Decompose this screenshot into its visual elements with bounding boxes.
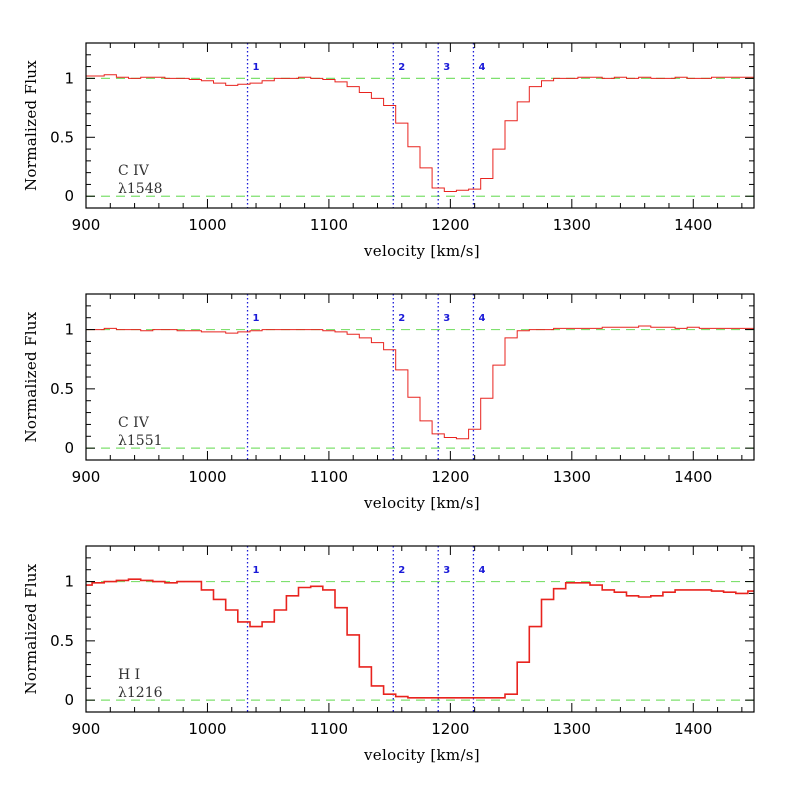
spectrum-panel-3: 1 2 3 4 900 1000 1100 1200 1300 1400 0 0.5 1 velocity… bbox=[22, 545, 755, 764]
x-tick-label: 1200 bbox=[431, 468, 469, 486]
y-tick-label: 1 bbox=[64, 69, 74, 87]
component-label-3: 3 bbox=[443, 565, 450, 576]
x-tick-label: 1000 bbox=[188, 720, 226, 738]
spectrum-line bbox=[86, 74, 754, 192]
component-label-1: 1 bbox=[253, 62, 260, 73]
component-label-2: 2 bbox=[398, 313, 405, 324]
y-tick-label: 0.5 bbox=[50, 128, 74, 146]
y-tick-label: 0 bbox=[64, 187, 74, 205]
component-label-1: 1 bbox=[253, 565, 260, 576]
x-tick-label: 1000 bbox=[188, 468, 226, 486]
spectrum-panel-1: 1 2 3 4 900 1000 1100 1200 1300 1400 0 0.5 1 velocity… bbox=[22, 42, 755, 260]
y-tick-label: 1 bbox=[64, 573, 74, 591]
transition-label: λ1551 bbox=[118, 433, 163, 449]
component-label-3: 3 bbox=[443, 62, 450, 73]
axes-frame bbox=[85, 545, 755, 713]
x-tick-label: 1400 bbox=[674, 216, 712, 234]
y-tick-label: 0 bbox=[64, 691, 74, 709]
component-label-2: 2 bbox=[398, 565, 405, 576]
x-tick-label: 1400 bbox=[674, 720, 712, 738]
component-label-1: 1 bbox=[253, 313, 260, 324]
y-tick-label: 1 bbox=[64, 321, 74, 339]
axes-frame bbox=[85, 293, 755, 461]
transition-label: λ1216 bbox=[118, 685, 163, 701]
ion-label: C IV bbox=[118, 415, 150, 431]
y-tick-label: 0.5 bbox=[50, 380, 74, 398]
y-tick-label: 0 bbox=[64, 439, 74, 457]
y-axis-title: Normalized Flux bbox=[22, 563, 40, 694]
y-axis-title: Normalized Flux bbox=[22, 311, 40, 442]
spectrum-line bbox=[86, 325, 754, 440]
axes-frame bbox=[85, 42, 755, 209]
ion-label: H I bbox=[118, 667, 140, 683]
spectrum-line bbox=[86, 578, 754, 699]
ion-label: C IV bbox=[118, 163, 150, 179]
transition-label: λ1548 bbox=[118, 181, 163, 197]
spectrum-panel-2: 1 2 3 4 900 1000 1100 1200 1300 1400 0 0.5 1 velocity… bbox=[22, 293, 755, 512]
x-axis-title: velocity [km/s] bbox=[363, 242, 480, 260]
x-tick-label: 1200 bbox=[431, 216, 469, 234]
x-tick-label: 1400 bbox=[674, 468, 712, 486]
component-label-3: 3 bbox=[443, 313, 450, 324]
x-axis-title: velocity [km/s] bbox=[363, 746, 480, 764]
x-tick-label: 1300 bbox=[553, 216, 591, 234]
component-label-2: 2 bbox=[398, 62, 405, 73]
x-tick-label: 1100 bbox=[310, 720, 348, 738]
y-tick-label: 0.5 bbox=[50, 632, 74, 650]
x-tick-label: 900 bbox=[72, 468, 101, 486]
x-tick-label: 1000 bbox=[188, 216, 226, 234]
x-tick-label: 1200 bbox=[431, 720, 469, 738]
component-label-4: 4 bbox=[478, 565, 485, 576]
x-tick-label: 900 bbox=[72, 720, 101, 738]
x-tick-label: 1100 bbox=[310, 468, 348, 486]
y-axis-title: Normalized Flux bbox=[22, 60, 40, 191]
x-tick-label: 1300 bbox=[553, 720, 591, 738]
x-tick-label: 1100 bbox=[310, 216, 348, 234]
x-tick-label: 900 bbox=[72, 216, 101, 234]
component-label-4: 4 bbox=[478, 313, 485, 324]
component-label-4: 4 bbox=[478, 62, 485, 73]
x-tick-label: 1300 bbox=[553, 468, 591, 486]
x-axis-title: velocity [km/s] bbox=[363, 494, 480, 512]
